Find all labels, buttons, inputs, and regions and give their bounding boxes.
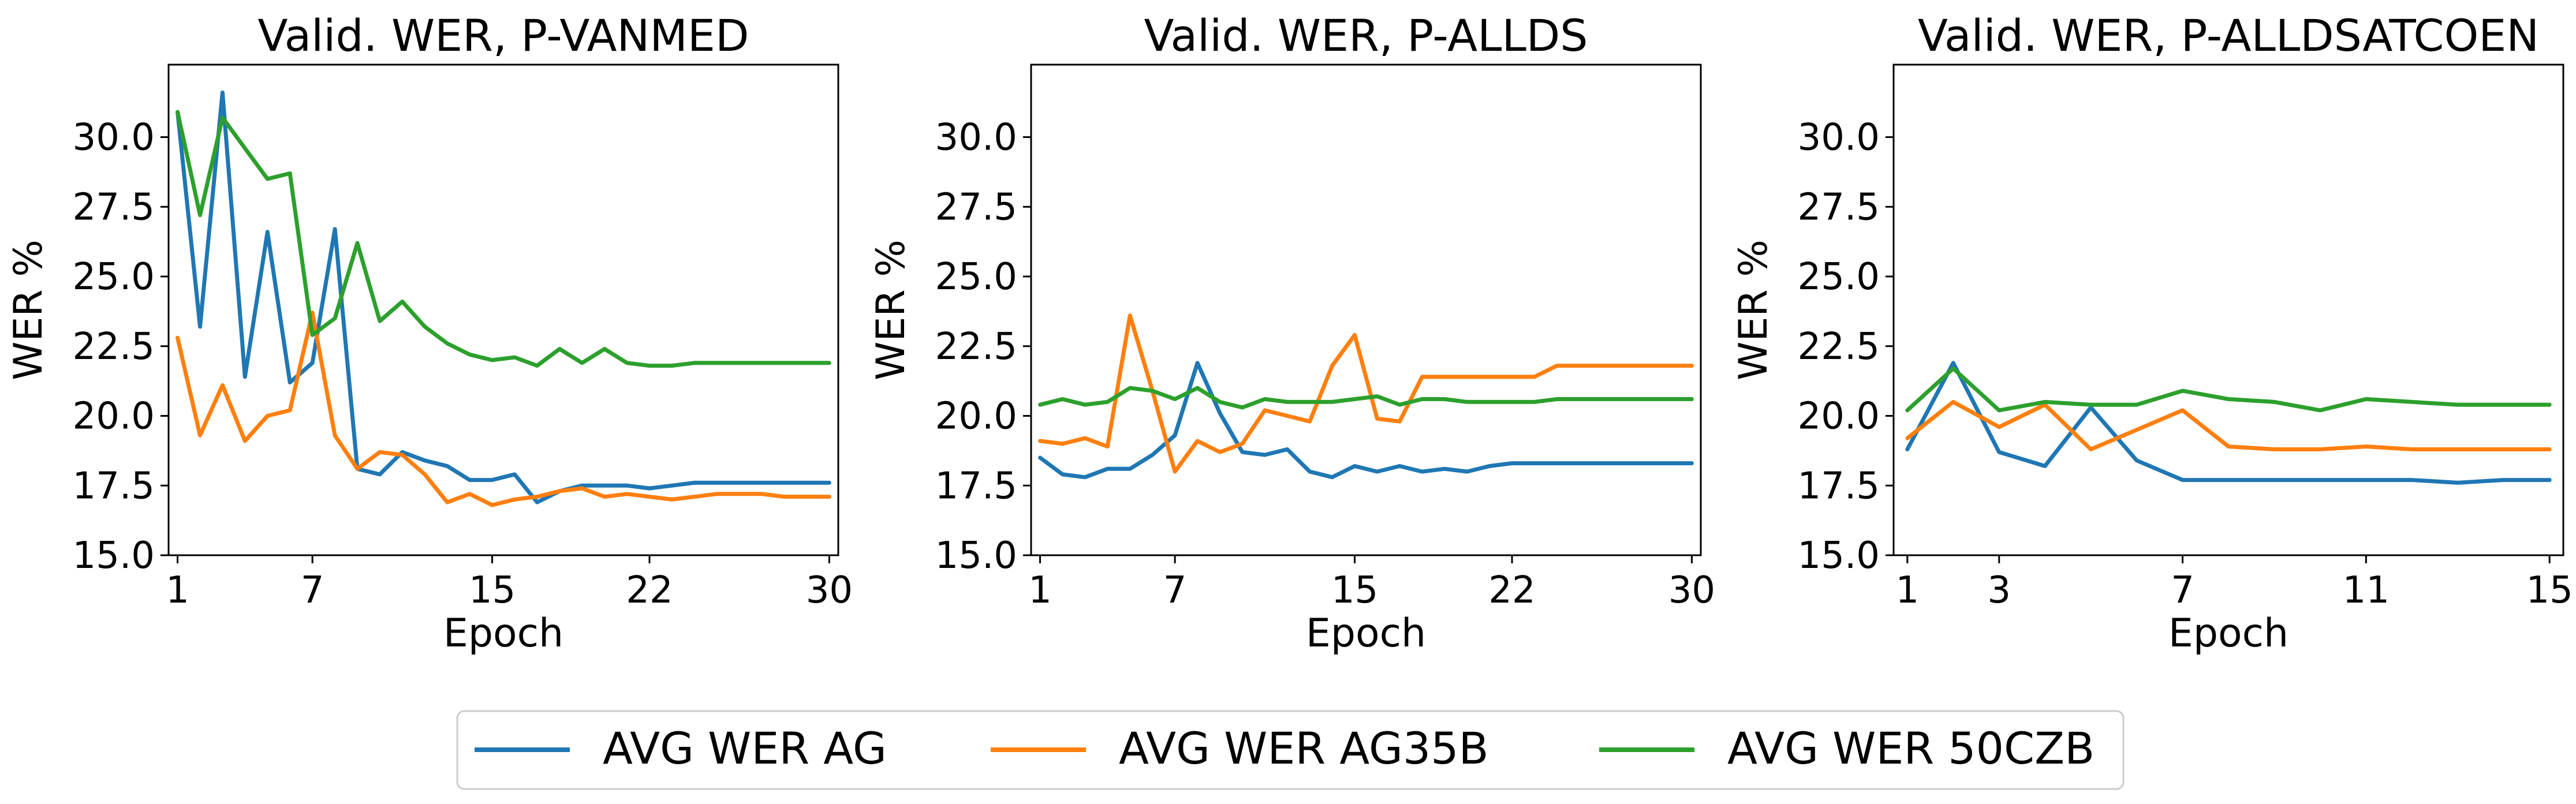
- legend-box: [456, 710, 2125, 790]
- plot-frame: [1892, 63, 2564, 556]
- y-tick-label: 20.0: [935, 395, 1018, 438]
- x-tick-label: 1: [1895, 569, 1919, 612]
- chart-title: Valid. WER, P-VANMED: [258, 10, 749, 61]
- y-tick-label: 30.0: [73, 117, 155, 159]
- chart-title: Valid. WER, P-ALLDS: [1144, 10, 1588, 61]
- y-tick-label: 20.0: [1798, 395, 1880, 438]
- legend: AVG WER AG AVG WER AG35B AVG WER 50CZB: [456, 710, 2125, 790]
- series-line-avg-wer-ag35b: [1905, 399, 2552, 451]
- y-tick-label: 17.5: [1798, 465, 1880, 507]
- x-tick-label: 1: [1028, 569, 1052, 612]
- x-tick-label: 3: [1987, 569, 2011, 612]
- x-tick-label: 15: [1331, 569, 1378, 612]
- x-tick-label: 22: [626, 569, 673, 612]
- chart-title: Valid. WER, P-ALLDSATCOEN: [1918, 10, 2539, 61]
- chart-panel-2: Valid. WER, P-ALLDS 15.0 17.5 20.0 22.5 25.0 2…: [868, 10, 1715, 656]
- series-line-avg-wer-50czb: [1038, 386, 1694, 410]
- y-tick-label: 17.5: [935, 465, 1018, 507]
- y-tick-label: 22.5: [1798, 326, 1880, 368]
- y-tick-label: 20.0: [73, 395, 155, 438]
- y-tick-label: 25.0: [935, 256, 1018, 298]
- y-tick-label: 30.0: [1798, 117, 1880, 159]
- series-line-avg-wer-ag: [1038, 361, 1694, 480]
- y-tick-label: 22.5: [935, 326, 1018, 368]
- y-tick-label: 25.0: [1798, 256, 1880, 298]
- x-axis-label: Epoch: [1306, 611, 1426, 656]
- legend-entry-label: AVG WER 50CZB: [1727, 723, 2095, 774]
- y-tick-label: 27.5: [935, 186, 1018, 229]
- y-axis-label: WER %: [868, 240, 914, 380]
- y-axis-label: WER %: [1731, 240, 1776, 380]
- y-tick-label: 15.0: [73, 534, 155, 577]
- series-line-avg-wer-ag: [176, 90, 831, 504]
- y-tick-label: 27.5: [73, 186, 155, 229]
- series-line-avg-wer-50czb: [176, 110, 831, 368]
- y-tick-label: 15.0: [1798, 534, 1880, 577]
- y-tick-label: 17.5: [73, 465, 155, 507]
- plot-frame: [1030, 63, 1702, 556]
- y-tick-label: 22.5: [73, 326, 155, 368]
- chart-panel-1: Valid. WER, P-VANMED 15.0 17.5 20.0 22.5 25.0…: [6, 10, 853, 656]
- x-tick-label: 7: [1163, 569, 1187, 612]
- x-tick-label: 1: [166, 569, 189, 612]
- x-tick-label: 11: [2343, 569, 2390, 612]
- plot-frame: [167, 63, 839, 556]
- x-axis-label: Epoch: [2168, 611, 2288, 656]
- series-line-avg-wer-50czb: [1905, 366, 2552, 413]
- x-tick-label: 7: [301, 569, 324, 612]
- y-axis-label: WER %: [6, 240, 51, 380]
- legend-entry-label: AVG WER AG35B: [1119, 723, 1489, 774]
- x-tick-label: 30: [806, 569, 853, 612]
- series-line-avg-wer-ag35b: [1038, 313, 1694, 474]
- chart-panel-3: Valid. WER, P-ALLDSATCOEN 15.0 17.5 20.0 22.…: [1731, 10, 2573, 656]
- y-tick-label: 30.0: [935, 117, 1018, 159]
- legend-entry-label: AVG WER AG: [603, 723, 887, 774]
- x-tick-label: 30: [1668, 569, 1715, 612]
- y-tick-label: 15.0: [935, 534, 1018, 577]
- x-axis-label: Epoch: [443, 611, 563, 656]
- y-tick-label: 25.0: [73, 256, 155, 298]
- x-tick-label: 15: [2526, 569, 2573, 612]
- series-line-avg-wer-ag35b: [176, 311, 831, 507]
- series-line-avg-wer-ag: [1905, 361, 2552, 485]
- y-tick-label: 27.5: [1798, 186, 1880, 229]
- x-tick-label: 15: [469, 569, 516, 612]
- x-tick-label: 22: [1488, 569, 1535, 612]
- x-tick-label: 7: [2171, 569, 2194, 612]
